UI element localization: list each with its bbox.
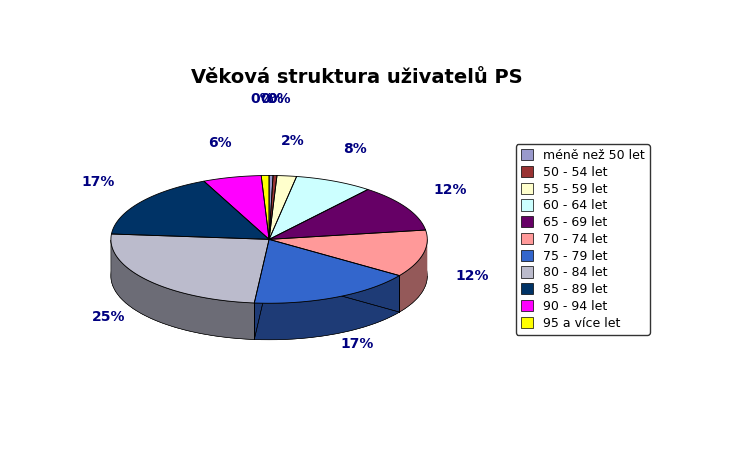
Text: 12%: 12% [456,269,489,283]
Text: 0%: 0% [251,92,274,106]
Text: Věková struktura uživatelů PS: Věková struktura uživatelů PS [191,68,523,87]
Text: 2%: 2% [281,134,305,148]
Ellipse shape [111,212,427,340]
Polygon shape [111,234,269,303]
Polygon shape [254,239,399,303]
Text: 0%: 0% [261,92,284,106]
Polygon shape [269,175,273,239]
Text: 25%: 25% [92,310,125,325]
Text: 0%: 0% [268,92,291,106]
Text: 6%: 6% [208,136,232,150]
Text: 12%: 12% [434,183,467,197]
Polygon shape [399,240,427,312]
Polygon shape [269,175,277,239]
Polygon shape [254,275,399,340]
Text: 8%: 8% [343,142,367,156]
Polygon shape [112,181,269,239]
Polygon shape [111,240,254,339]
Text: 17%: 17% [82,175,115,189]
Polygon shape [204,175,269,239]
Polygon shape [269,190,426,239]
Text: 17%: 17% [341,337,374,351]
Polygon shape [269,175,297,239]
Polygon shape [269,176,368,239]
Polygon shape [269,230,427,275]
Polygon shape [261,175,269,239]
Legend: méně než 50 let, 50 - 54 let, 55 - 59 let, 60 - 64 let, 65 - 69 let, 70 - 74 let: méně než 50 let, 50 - 54 let, 55 - 59 le… [515,144,650,335]
